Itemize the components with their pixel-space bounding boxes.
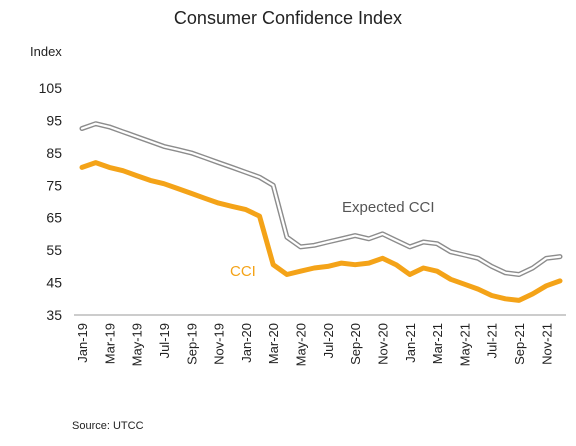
- x-tick-label: May-19: [130, 323, 145, 366]
- x-tick-label: Sep-19: [184, 323, 199, 365]
- x-tick-label: Nov-19: [212, 323, 227, 365]
- y-tick-label: 95: [46, 112, 62, 128]
- series-line-expected-cci: [79, 121, 563, 277]
- x-tick-label: Mar-19: [102, 323, 117, 364]
- series-lines: [79, 121, 563, 303]
- x-tick-label: Sep-20: [348, 323, 363, 365]
- y-tick-label: 35: [46, 307, 62, 323]
- y-tick-label: 65: [46, 210, 62, 226]
- y-axis: 35 45 55 65 75 85 95 105: [39, 80, 63, 323]
- x-tick-label: Nov-21: [539, 323, 554, 365]
- y-tick-label: 75: [46, 177, 62, 193]
- x-tick-label: Jan-19: [75, 323, 90, 363]
- x-tick-label: Mar-20: [266, 323, 281, 364]
- chart-title: Consumer Confidence Index: [173, 8, 403, 28]
- cci-annotation: CCI: [230, 263, 256, 280]
- y-tick-label: 55: [46, 242, 62, 258]
- x-tick-label: Mar-21: [430, 323, 445, 364]
- source-note: Source: UTCC: [72, 420, 144, 432]
- y-tick-label: 105: [39, 80, 63, 96]
- y-axis-label: Index: [30, 44, 62, 59]
- series-line-expected-cci-core: [80, 122, 562, 276]
- x-tick-label: Nov-20: [375, 323, 390, 365]
- x-tick-label: Jul-20: [321, 323, 336, 358]
- x-tick-label: May-21: [457, 323, 472, 366]
- x-axis: Jan-19 Mar-19 May-19 Jul-19 Sep-19 Nov-19 Jan-…: [74, 314, 566, 366]
- expected-cci-annotation: Expected CCI: [342, 199, 435, 216]
- y-tick-label: 45: [46, 275, 62, 291]
- x-tick-label: Jan-20: [239, 323, 254, 363]
- x-tick-label: Jul-19: [157, 323, 172, 358]
- x-tick-label: May-20: [294, 323, 309, 366]
- x-tick-label: Sep-21: [512, 323, 527, 365]
- series-line-cci: [79, 160, 563, 303]
- x-tick-label: Jul-21: [485, 323, 500, 358]
- x-tick-label: Jan-21: [403, 323, 418, 363]
- y-tick-label: 85: [46, 145, 62, 161]
